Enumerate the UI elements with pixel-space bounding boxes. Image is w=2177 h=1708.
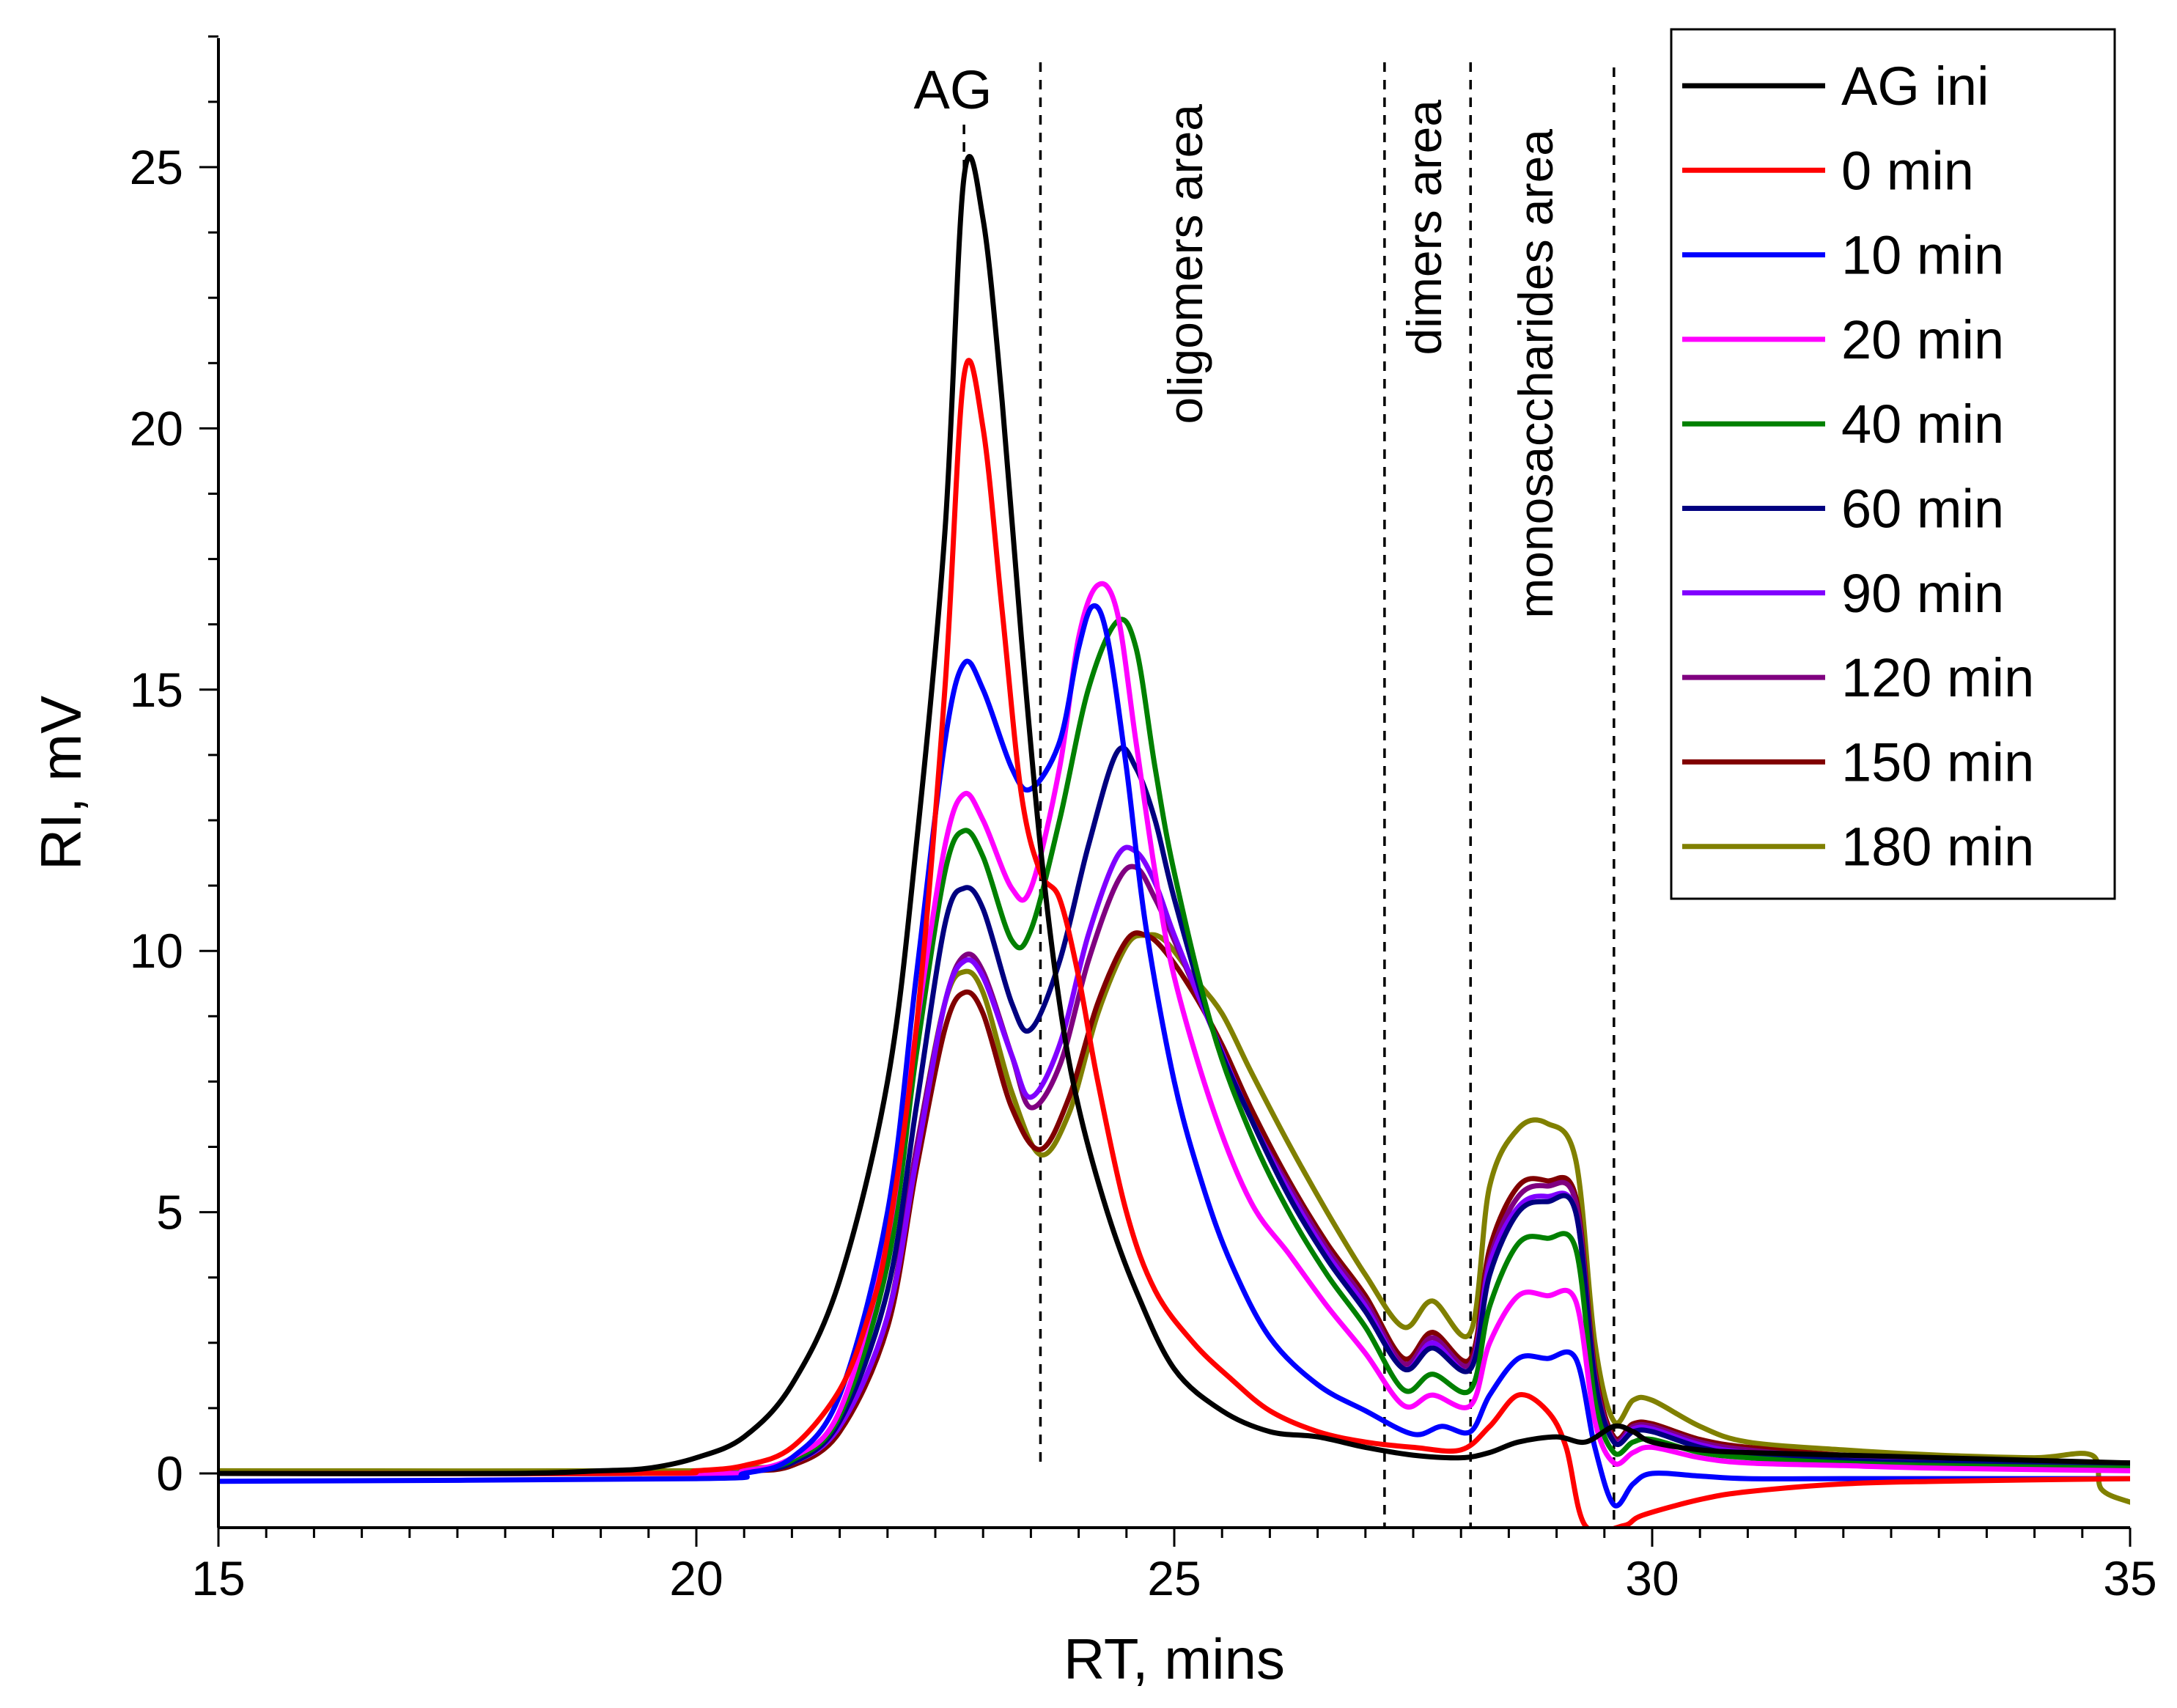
legend-label-120-min: 120 min <box>1841 647 2034 708</box>
series-line-10-min <box>218 603 2130 1509</box>
area-annotations: AG oligomers area dimers area monosaccharid… <box>914 59 1563 619</box>
series-line-120-min <box>218 864 2130 1476</box>
legend-label-10-min: 10 min <box>1841 225 2004 286</box>
x-tick-label: 35 <box>2103 1551 2156 1605</box>
y-tick-label: 0 <box>156 1446 183 1501</box>
y-tick-label: 25 <box>130 140 183 194</box>
legend-label-180-min: 180 min <box>1841 817 2034 877</box>
legend-label-0-min: 0 min <box>1841 140 1974 201</box>
annotation-label: monosaccharides area <box>1509 129 1563 619</box>
series-line-40-min <box>218 616 2130 1476</box>
legend-label-ag-ini: AG ini <box>1841 56 1989 117</box>
series-lines <box>218 154 2130 1528</box>
series-line-150-min <box>218 930 2130 1476</box>
legend-label-150-min: 150 min <box>1841 732 2034 792</box>
y-tick-label: 10 <box>130 924 183 978</box>
axis-ticks: 15 20 25 30 35 0 5 10 15 20 25 <box>130 35 2157 1605</box>
legend-label-40-min: 40 min <box>1841 394 2004 454</box>
legend: AG ini 0 min 10 min 20 min 40 min 60 min 90 mi… <box>1670 28 2116 900</box>
legend-label-60-min: 60 min <box>1841 479 2004 540</box>
x-tick-label: 30 <box>1625 1551 1679 1605</box>
legend-box <box>1670 28 2116 900</box>
y-tick-label: 15 <box>130 663 183 717</box>
x-tick-label: 20 <box>669 1551 723 1605</box>
series-line-ag-ini <box>218 154 2130 1476</box>
y-axis-title: RI, mV <box>29 696 93 870</box>
x-tick-label: 15 <box>191 1551 245 1605</box>
annotation-label: AG <box>914 59 992 120</box>
y-tick-label: 20 <box>130 401 183 455</box>
annotation-label: oligomers area <box>1158 104 1212 424</box>
y-tick-label: 5 <box>156 1185 183 1240</box>
series-line-90-min <box>218 844 2130 1476</box>
legend-label-20-min: 20 min <box>1841 309 2004 370</box>
annotation-label: dimers area <box>1397 100 1451 356</box>
legend-label-90-min: 90 min <box>1841 563 2004 624</box>
x-tick-label: 25 <box>1147 1551 1201 1605</box>
series-line-180-min <box>218 932 2130 1505</box>
series-line-0-min <box>218 358 2130 1528</box>
x-axis-title: RT, mins <box>1064 1627 1285 1691</box>
